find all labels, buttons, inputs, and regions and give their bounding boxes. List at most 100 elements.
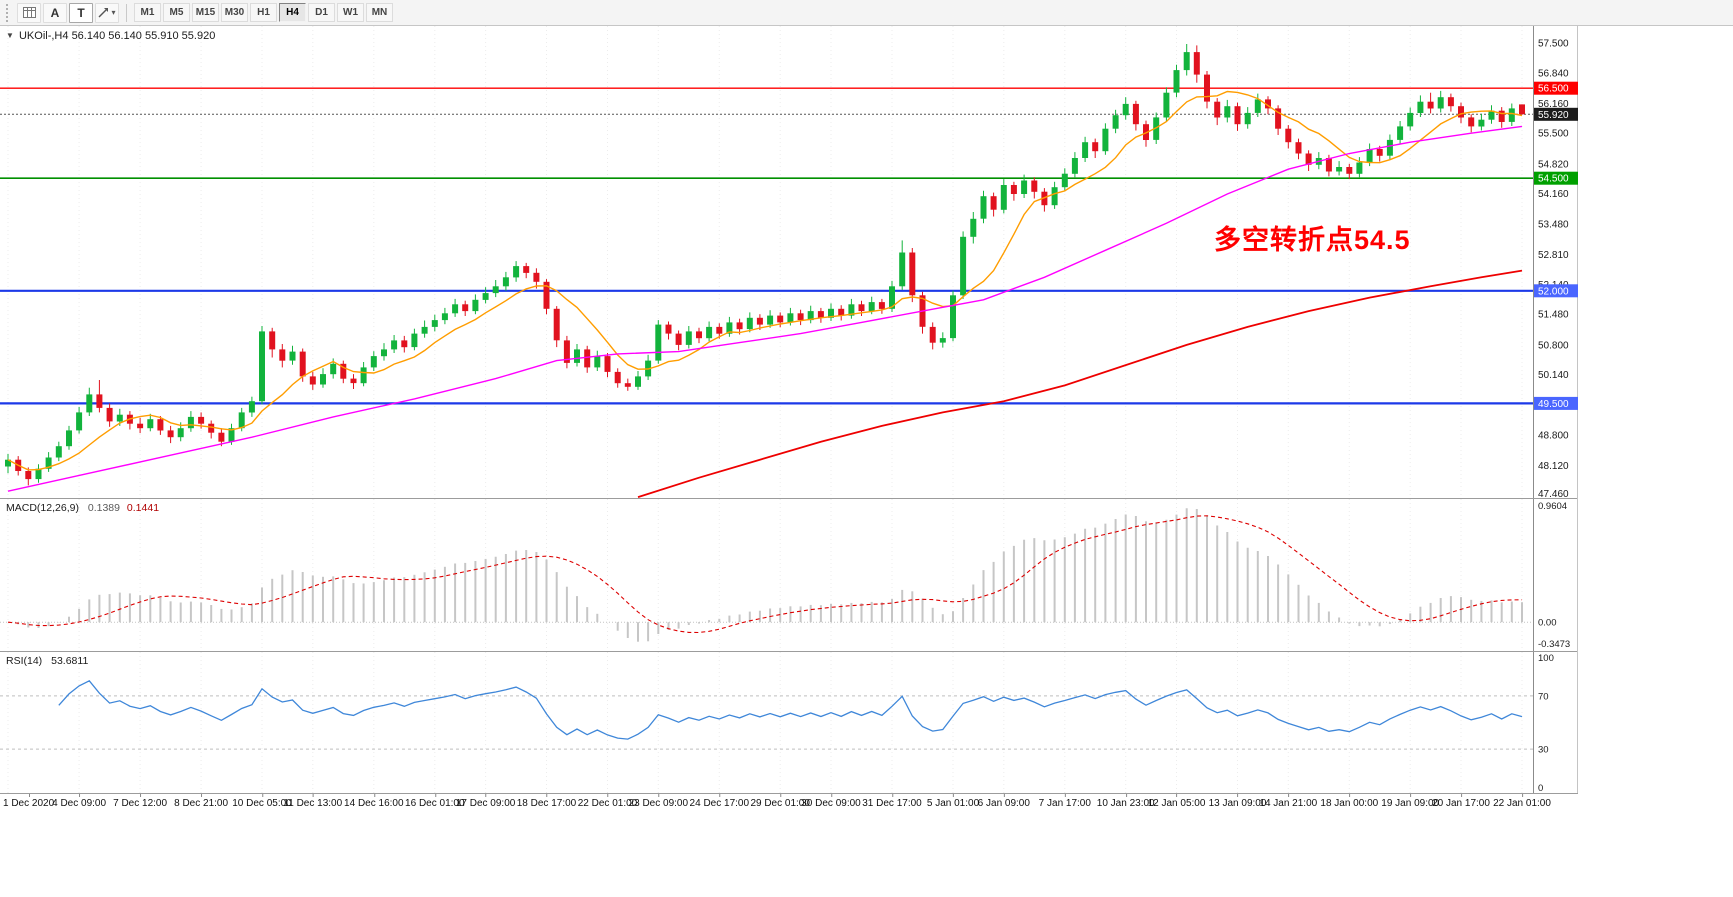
candle	[1438, 91, 1444, 113]
candle	[1194, 45, 1200, 82]
candle	[147, 414, 153, 432]
price-label: 53.480	[1538, 220, 1569, 231]
candle	[472, 294, 478, 314]
timeframe-h1-button[interactable]: H1	[250, 3, 277, 22]
candle	[279, 344, 285, 367]
timeframe-mn-button[interactable]: MN	[366, 3, 393, 22]
candle	[1214, 98, 1220, 125]
timeframe-w1-button[interactable]: W1	[337, 3, 364, 22]
candle	[188, 411, 194, 432]
candle	[46, 452, 52, 472]
time-label: 17 Dec 09:00	[456, 798, 516, 809]
rsi-name: RSI(14)	[6, 655, 42, 667]
candle	[1235, 103, 1241, 131]
text-tool-button[interactable]: T	[69, 3, 93, 23]
candle	[1336, 161, 1342, 175]
candle	[1082, 137, 1088, 162]
price-label: 48.800	[1538, 430, 1569, 441]
timeframe-m1-button[interactable]: M1	[134, 3, 161, 22]
candle	[564, 336, 570, 368]
toolbar-separator	[126, 4, 127, 22]
time-label: 22 Jan 01:00	[1493, 798, 1551, 809]
timeframe-m30-button[interactable]: M30	[221, 3, 248, 22]
candle	[605, 353, 611, 377]
candle	[452, 299, 458, 317]
candle	[615, 368, 621, 387]
candle	[635, 371, 641, 390]
candle	[625, 379, 631, 391]
grid-layer	[8, 499, 1522, 651]
candle	[371, 351, 377, 371]
candle	[66, 426, 72, 450]
toolbar-grip-handle[interactable]	[6, 4, 10, 22]
candle	[401, 336, 407, 353]
timeframe-h4-button[interactable]: H4	[279, 3, 306, 22]
time-label: 7 Dec 12:00	[113, 798, 167, 809]
candle	[909, 248, 915, 302]
time-axis[interactable]: 1 Dec 20204 Dec 09:007 Dec 12:008 Dec 21…	[0, 793, 1578, 814]
candle	[808, 306, 814, 324]
macd-axis-label: 0.00	[1538, 618, 1557, 629]
price-scale[interactable]: 57.50056.84056.16055.50054.82054.16053.4…	[1534, 26, 1579, 498]
candle	[1001, 179, 1007, 213]
candles-layer	[5, 44, 1525, 485]
candle	[107, 403, 113, 426]
macd-canvas[interactable]: 0.96040.00-0.3473	[0, 499, 1578, 651]
candle	[1306, 150, 1312, 171]
candle	[1011, 182, 1017, 201]
svg-text:56.500: 56.500	[1538, 84, 1569, 95]
chart-annotation-text[interactable]: 多空转折点54.5	[1214, 218, 1411, 257]
main-chart-panel[interactable]: ▼ UKOil-,H4 56.140 56.140 55.910 55.920 …	[0, 26, 1577, 498]
timeframe-d1-button[interactable]: D1	[308, 3, 335, 22]
candle	[1113, 110, 1119, 133]
candle	[76, 407, 82, 434]
candle	[137, 418, 143, 433]
candle	[208, 421, 214, 439]
candle	[798, 310, 804, 325]
price-label: 48.120	[1538, 461, 1569, 472]
timeframe-m5-button[interactable]: M5	[163, 3, 190, 22]
candle	[594, 351, 600, 371]
candle	[513, 261, 519, 282]
cursor-tool-button[interactable]: ▾	[95, 3, 119, 23]
candle	[1478, 114, 1484, 131]
candle	[168, 426, 174, 443]
price-badge: 49.500	[1534, 397, 1578, 410]
candle	[1092, 139, 1098, 158]
candle	[422, 321, 428, 338]
rsi-value: 53.6811	[51, 655, 88, 667]
candle	[645, 355, 651, 380]
candle	[584, 346, 590, 373]
expander-icon[interactable]: ▼	[6, 31, 14, 40]
chart-window: ▼ UKOil-,H4 56.140 56.140 55.910 55.920 …	[0, 26, 1578, 814]
candle	[483, 287, 489, 303]
rsi-panel[interactable]: RSI(14) 53.6811 10070300	[0, 651, 1577, 793]
candle	[290, 346, 296, 365]
text-tool-label: T	[77, 6, 84, 20]
candle	[1062, 168, 1068, 191]
candle	[991, 193, 997, 217]
candle	[1163, 87, 1169, 121]
chart-grid-button[interactable]	[17, 3, 41, 23]
macd-panel[interactable]: MACD(12,26,9) 0.1389 0.1441 0.96040.00-0…	[0, 498, 1577, 651]
time-label: 11 Dec 13:00	[283, 798, 342, 809]
candle	[310, 372, 316, 390]
macd-axis-label: 0.9604	[1538, 501, 1567, 512]
timeframe-m15-button[interactable]: M15	[192, 3, 219, 22]
annotation-tool-button[interactable]: A	[43, 3, 67, 23]
candle	[574, 344, 580, 367]
rsi-canvas[interactable]: 10070300	[0, 652, 1578, 793]
price-chart-canvas[interactable]: 57.50056.84056.16055.50054.82054.16053.4…	[0, 26, 1578, 498]
candle	[1509, 104, 1515, 127]
candle	[1499, 107, 1505, 128]
candle	[1346, 164, 1352, 179]
chart-ohlc: 56.140 56.140 55.910 55.920	[72, 30, 216, 42]
time-label: 19 Jan 09:00	[1381, 798, 1439, 809]
candle	[1174, 65, 1180, 98]
cursor-arrow-icon	[98, 7, 109, 18]
candle	[1102, 123, 1108, 155]
rsi-axis-label: 0	[1538, 783, 1543, 793]
time-label: 4 Dec 09:00	[52, 798, 106, 809]
candle	[36, 464, 42, 483]
candle	[981, 191, 987, 224]
